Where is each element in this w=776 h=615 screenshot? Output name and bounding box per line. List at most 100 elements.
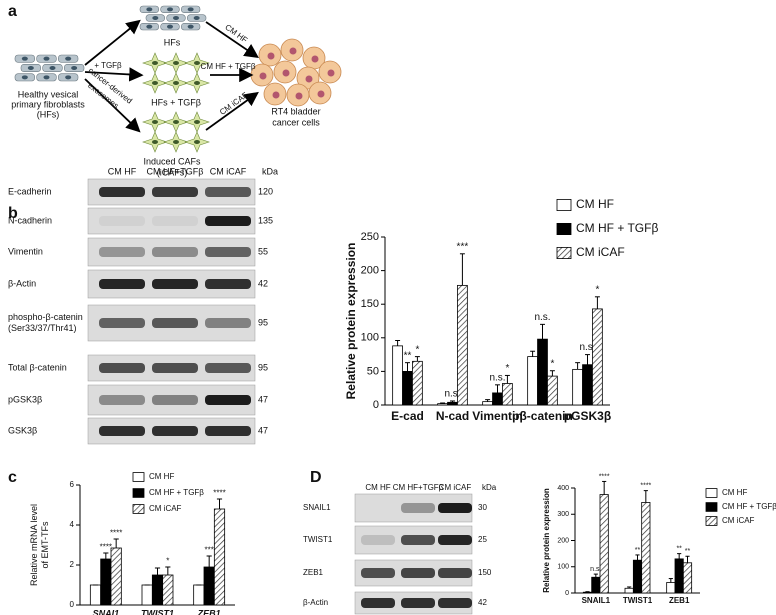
blot-band [99,279,145,289]
bar [682,562,693,594]
bar [527,356,538,406]
y-tick-label: 0 [565,590,569,597]
y-tick-label: 150 [361,298,379,310]
y-tick-label: 100 [361,332,379,344]
blot-band [152,395,198,405]
label: cancer cells [272,117,320,127]
blot-band [205,363,251,373]
blot-band [438,568,472,578]
legend-swatch [556,222,572,235]
nucleus [289,47,297,55]
lane-label: CM HF [108,166,137,176]
kda-label: 135 [258,215,273,225]
blot-band [205,318,251,328]
blot-band [205,187,251,197]
bar [162,574,174,606]
label: primary fibroblasts [11,99,85,109]
label: (iCAFs) [157,167,188,177]
blot-band [438,503,472,513]
row-label: TWIST1 [303,535,333,544]
nucleus [167,24,173,29]
blot-band [205,247,251,257]
nucleus [152,16,159,20]
blot-band [401,568,435,578]
bar [582,591,593,594]
legend-label: CM HF + TGFβ [576,221,658,235]
blot-band [361,568,395,578]
x-tick-label: Vimentin [472,409,522,423]
legend-label: CM HF + TGFβ [149,488,204,497]
nucleus [187,7,194,12]
blot-band [152,247,198,257]
lane-label: CM iCAF [210,166,247,176]
bar [641,502,651,594]
y-tick-label: 0 [70,600,75,609]
nucleus [21,56,28,61]
kda-label: 42 [478,598,487,607]
bar [482,401,493,406]
significance-label: n.s. [444,389,460,400]
x-tick-label: SNAI1 [93,608,120,615]
blot-band [401,598,435,608]
blot-band [99,318,145,328]
y-tick-label: 2 [70,560,75,569]
kda-label: 42 [258,278,268,288]
nucleus [187,24,194,29]
bar [392,345,403,406]
significance-label: n.s. [579,342,595,353]
nucleus [49,66,56,70]
blot-band [401,503,435,513]
bar [457,284,468,406]
x-tick-label: N-cad [436,409,469,423]
arrow [205,21,259,59]
kda-label: 150 [478,568,492,577]
bar [89,584,102,606]
kda-label: 95 [258,362,268,372]
legend-swatch [132,488,145,498]
blot-band [361,535,395,545]
row-label: (Ser33/37/Thr41) [8,323,77,333]
nucleus [65,56,72,61]
bar [591,576,601,594]
nucleus [43,56,50,61]
bar [582,364,593,406]
kda-label: 47 [258,394,268,404]
blot-band [99,187,145,197]
panel-label: a [8,3,17,20]
legend-swatch [705,488,718,498]
bar [203,566,215,606]
nucleus [305,75,313,83]
significance-label: *** [204,546,213,555]
y-axis-label: Relative mRNA level [29,504,39,586]
label: Induced CAFs [143,156,201,166]
y-tick-label: 50 [367,365,379,377]
significance-label: ** [404,350,412,361]
bar [193,584,205,606]
nucleus [173,120,179,124]
significance-label: * [550,358,554,369]
y-tick-label: 0 [373,399,379,411]
nucleus [259,72,267,80]
blot-band [152,318,198,328]
significance-label: **** [100,543,112,552]
blot-band [152,426,198,436]
bar [599,494,609,594]
significance-label: * [166,557,169,566]
x-tick-label: pGSK3β [564,409,611,423]
nucleus [43,75,50,80]
legend-label: CM iCAF [149,504,182,513]
legend-label: CM iCAF [722,516,755,525]
nucleus [282,69,290,77]
label: Healthy vesical [18,89,79,99]
nucleus [327,69,335,77]
significance-label: ** [685,548,691,555]
blot-band [401,535,435,545]
significance-label: ** [676,546,682,553]
row-label: N-cadherin [8,215,52,225]
nucleus [21,75,28,80]
lane-label: CM iCAF [439,483,472,492]
significance-label: **** [640,483,651,490]
y-tick-label: 200 [361,265,379,277]
lane-label: CM HF+TGFβ [393,483,444,492]
x-tick-label: TWIST1 [141,608,174,615]
